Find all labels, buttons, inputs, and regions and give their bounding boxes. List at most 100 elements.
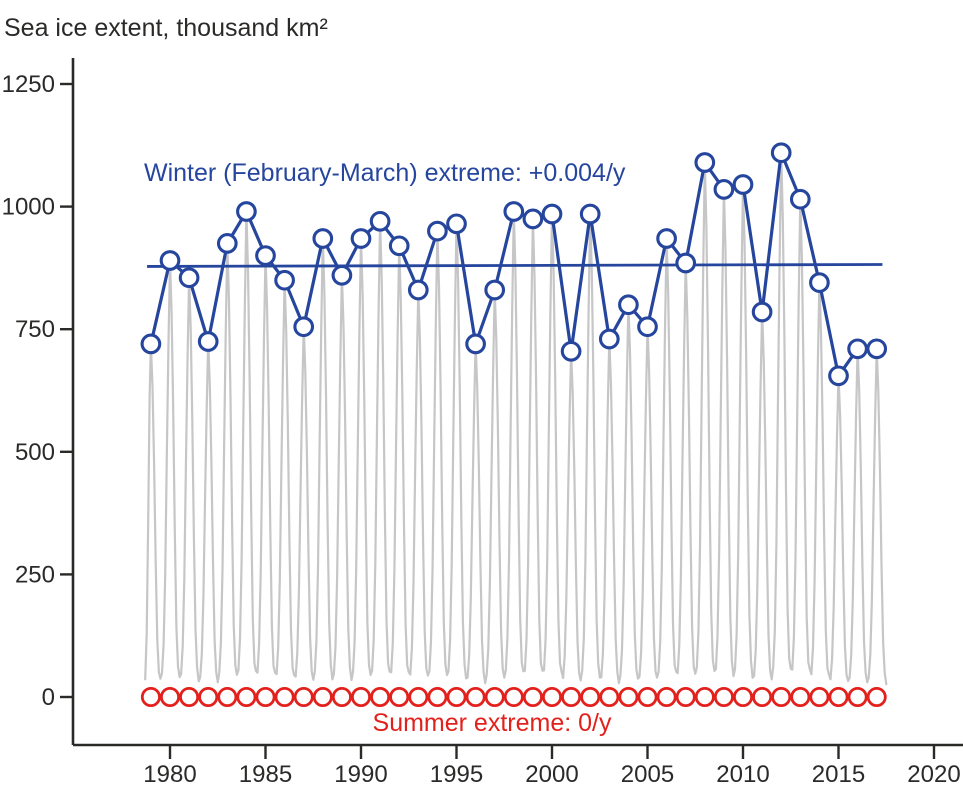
winter-point-1991 xyxy=(369,210,391,232)
x-tick-label-2000: 2000 xyxy=(525,761,578,788)
summer-point-2000 xyxy=(542,687,563,708)
summer-point-1983 xyxy=(217,687,238,708)
summer-point-2016 xyxy=(847,687,868,708)
winter-point-1983 xyxy=(216,233,238,254)
summer-point-2008 xyxy=(694,687,715,708)
winter-extreme-series xyxy=(140,142,888,387)
winter-point-1980 xyxy=(159,250,181,271)
winter-point-2003 xyxy=(598,328,620,350)
x-tick-label-2020: 2020 xyxy=(907,761,960,788)
summer-point-1987 xyxy=(293,687,314,708)
summer-point-1993 xyxy=(408,687,429,708)
y-tick-label-750: 750 xyxy=(15,316,55,343)
winter-point-1989 xyxy=(331,264,353,286)
summer-point-1997 xyxy=(484,687,505,708)
winter-point-1984 xyxy=(236,201,257,222)
x-tick-label-2005: 2005 xyxy=(621,761,674,788)
summer-point-1996 xyxy=(465,687,486,708)
winter-point-2012 xyxy=(770,142,792,164)
summer-point-2011 xyxy=(752,687,773,708)
summer-point-2005 xyxy=(637,687,658,708)
winter-point-2009 xyxy=(713,179,735,200)
summer-point-2010 xyxy=(733,687,754,708)
winter-point-1999 xyxy=(522,208,544,230)
winter-point-1981 xyxy=(178,267,200,289)
x-tick-label-2015: 2015 xyxy=(812,761,865,788)
summer-point-1995 xyxy=(446,687,467,708)
winter-point-2015 xyxy=(828,365,849,387)
summer-point-2004 xyxy=(618,687,639,708)
seasonal-cycle-polyline xyxy=(144,151,888,686)
x-axis-tick-labels: 1980 1985 1990 1995 2000 2005 2010 2015 2020 xyxy=(143,761,960,788)
summer-point-1988 xyxy=(312,687,333,708)
summer-point-1986 xyxy=(274,687,295,708)
y-tick-label-1250: 1250 xyxy=(2,71,55,98)
summer-point-1999 xyxy=(522,687,543,708)
seasonal-cycle-line xyxy=(144,151,888,686)
winter-point-2016 xyxy=(847,338,868,360)
summer-point-2013 xyxy=(790,687,811,708)
winter-point-2004 xyxy=(618,294,639,316)
summer-point-1980 xyxy=(159,687,180,708)
winter-point-2010 xyxy=(732,174,754,195)
winter-point-2008 xyxy=(694,152,716,173)
winter-point-1998 xyxy=(503,201,525,222)
summer-point-1991 xyxy=(370,687,391,708)
y-tick-label-250: 250 xyxy=(15,561,55,588)
summer-point-1994 xyxy=(427,687,448,708)
x-tick-label-1990: 1990 xyxy=(334,761,387,788)
summer-point-2009 xyxy=(713,687,734,708)
summer-point-2012 xyxy=(771,687,792,708)
y-tick-label-1000: 1000 xyxy=(2,194,55,221)
winter-point-1988 xyxy=(312,228,334,249)
summer-point-1989 xyxy=(331,687,352,708)
winter-point-2002 xyxy=(579,203,601,225)
winter-point-2001 xyxy=(560,340,582,362)
x-tick-label-1985: 1985 xyxy=(239,761,292,788)
summer-point-1982 xyxy=(198,687,219,708)
winter-point-1995 xyxy=(446,213,467,235)
axes xyxy=(60,58,963,759)
winter-point-2005 xyxy=(637,316,658,338)
winter-point-1985 xyxy=(255,245,276,266)
summer-point-1998 xyxy=(503,687,524,708)
winter-point-2007 xyxy=(675,252,697,274)
x-tick-label-1995: 1995 xyxy=(430,761,483,788)
summer-point-1985 xyxy=(255,687,276,708)
winter-point-1992 xyxy=(388,235,410,257)
y-tick-label-500: 500 xyxy=(15,439,55,466)
winter-point-2017 xyxy=(866,338,888,360)
winter-point-2013 xyxy=(789,188,811,210)
x-tick-label-1980: 1980 xyxy=(143,761,196,788)
summer-point-1981 xyxy=(179,687,200,708)
summer-point-2015 xyxy=(828,687,849,708)
winter-point-1982 xyxy=(197,331,219,352)
winter-trend-line xyxy=(147,263,883,268)
y-tick-label-0: 0 xyxy=(42,684,55,711)
winter-point-2014 xyxy=(809,272,830,293)
summer-point-2007 xyxy=(675,687,696,708)
winter-point-1987 xyxy=(293,316,315,338)
winter-point-1997 xyxy=(484,279,506,301)
summer-point-1990 xyxy=(350,687,371,708)
summer-point-2002 xyxy=(580,687,601,708)
winter-trend-segment xyxy=(147,263,883,268)
x-tick-label-2010: 2010 xyxy=(716,761,769,788)
winter-extreme-label: Winter (February-March) extreme: +0.004/… xyxy=(144,159,626,187)
summer-point-2017 xyxy=(866,687,887,708)
summer-extreme-label: Summer extreme: 0/y xyxy=(373,709,612,737)
summer-point-2014 xyxy=(809,687,830,708)
winter-point-1986 xyxy=(274,269,295,291)
winter-point-2011 xyxy=(751,301,773,323)
summer-extreme-series xyxy=(140,687,887,708)
winter-point-2006 xyxy=(656,228,677,249)
winter-point-1993 xyxy=(407,279,429,301)
summer-point-1992 xyxy=(389,687,410,708)
summer-point-2001 xyxy=(561,687,582,708)
winter-point-1979 xyxy=(140,333,162,355)
winter-point-1994 xyxy=(427,220,448,242)
winter-point-1996 xyxy=(465,333,486,355)
winter-point-1990 xyxy=(350,228,372,249)
